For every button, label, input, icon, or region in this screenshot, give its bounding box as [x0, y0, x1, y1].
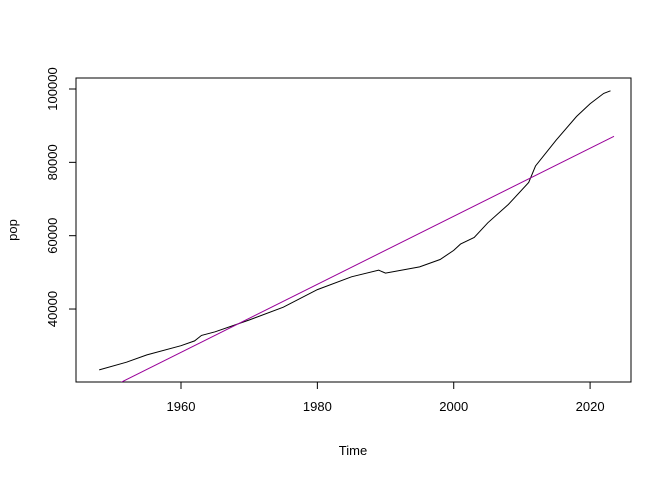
plot-area [99, 90, 615, 382]
x-tick-label: 2000 [439, 399, 468, 414]
y-tick-label: 40000 [45, 291, 60, 327]
y-axis-label: pop [5, 219, 20, 241]
y-tick-label: 80000 [45, 144, 60, 180]
y-tick-label: 60000 [45, 218, 60, 254]
series-line [120, 135, 615, 382]
x-tick-label: 1960 [167, 399, 196, 414]
x-axis-label: Time [339, 443, 367, 458]
plot-box [75, 77, 632, 383]
y-tick-label: 100000 [45, 67, 60, 110]
x-tick-label: 1980 [303, 399, 332, 414]
x-tick-label: 2020 [576, 399, 605, 414]
series-line [99, 90, 611, 371]
